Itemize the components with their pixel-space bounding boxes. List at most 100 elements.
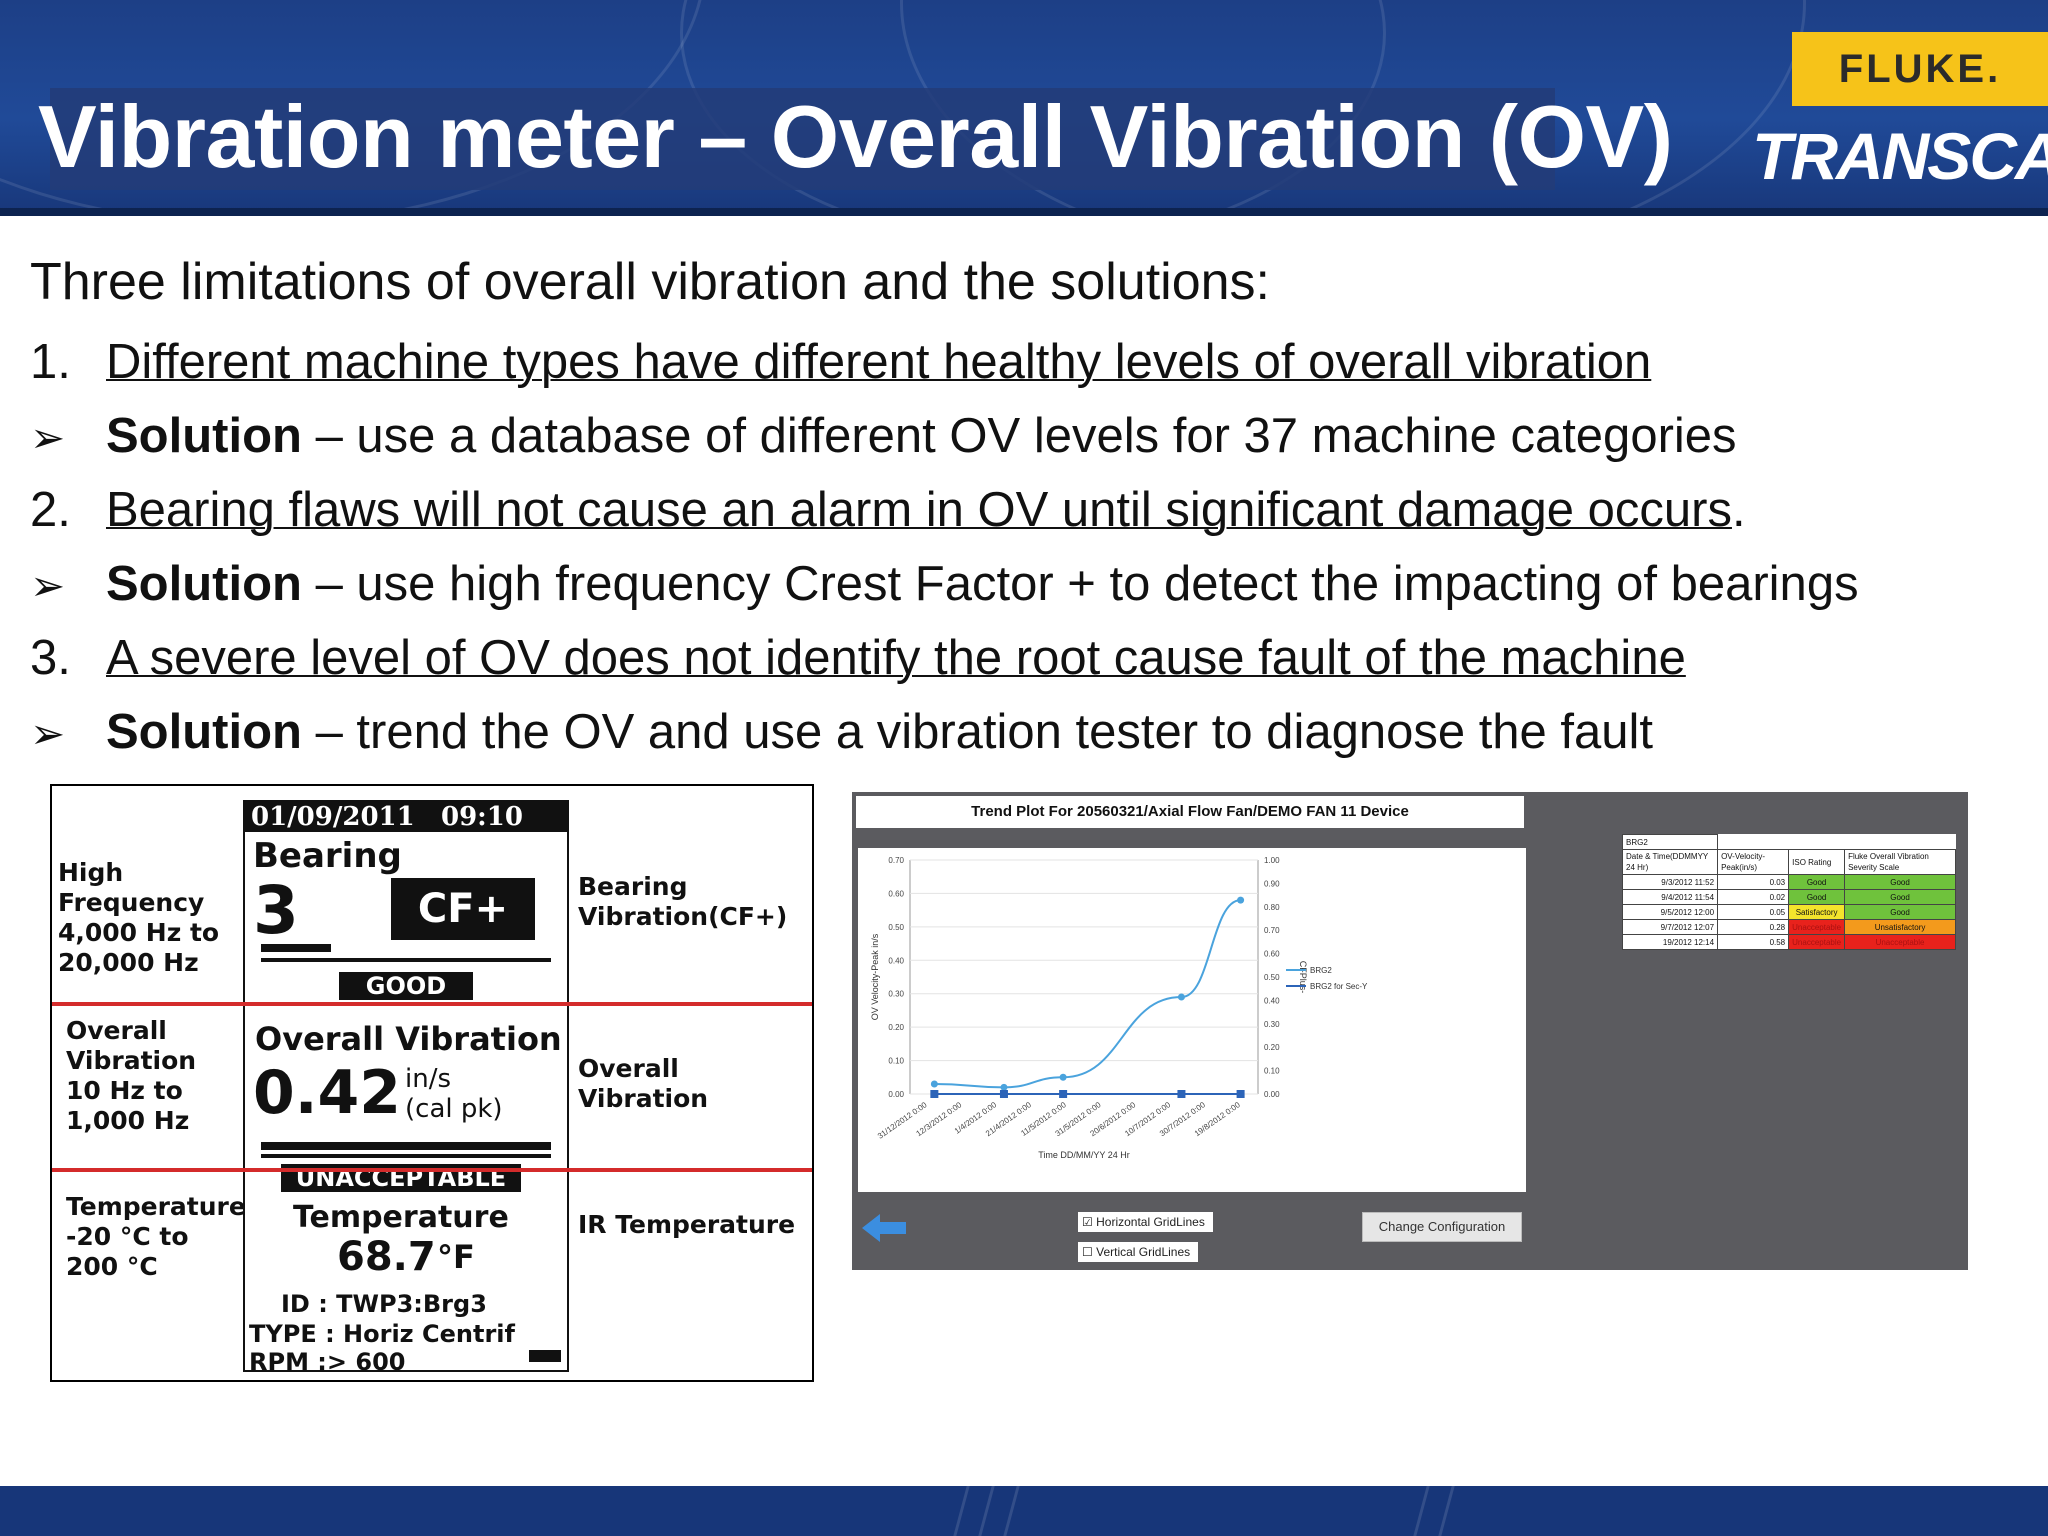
- trend-title: Trend Plot For 20560321/Axial Flow Fan/D…: [856, 796, 1524, 828]
- table-header-row: Date & Time(DDMMYY 24 Hr) OV-Velocity-Pea…: [1621, 849, 1956, 875]
- y2-tick-label: 0.00: [1264, 1090, 1280, 1099]
- table-empty-cell: [1718, 835, 1956, 850]
- lcd-date: 01/09/2011: [251, 802, 415, 832]
- data-point: [999, 1090, 1008, 1098]
- arrow-bullet-icon: ➢: [30, 710, 66, 757]
- table-cell-date: 9/3/2012 11:52: [1621, 874, 1719, 890]
- y-tick-label: 0.00: [888, 1090, 904, 1099]
- ov-scale: [261, 1154, 551, 1158]
- transcat-logo: TRANSCAT: [1752, 119, 2048, 193]
- limitation-suffix: .: [1731, 483, 1746, 537]
- data-point: [1236, 1090, 1245, 1098]
- data-point: [1177, 1090, 1186, 1098]
- lcd-status-bar: 01/09/2011 09:10 AM: [245, 802, 567, 862]
- y-tick-label: 0.10: [888, 1057, 904, 1066]
- table-cell-iso-rating: Satisfactory: [1788, 904, 1846, 920]
- header-bottom-band: [0, 208, 2048, 216]
- section-divider: [52, 1168, 812, 1172]
- table-cell-severity: Good: [1844, 889, 1956, 905]
- severity-table: BRG2 Date & Time(DDMMYY 24 Hr) OV-Velocity…: [1621, 834, 1956, 950]
- table-cell-value: 0.03: [1717, 874, 1790, 890]
- table-cell-severity: Unsatisfactory: [1844, 919, 1956, 935]
- horizontal-gridlines-checkbox[interactable]: ☑ Horizontal GridLines: [1078, 1212, 1213, 1232]
- limitation-text: A severe level of OV does not identify t…: [106, 631, 1686, 685]
- table-cell-date: 9/4/2012 11:54: [1621, 889, 1719, 905]
- y-tick-label: 0.50: [888, 923, 904, 932]
- ov-value: 0.42: [253, 1058, 402, 1128]
- data-point: [930, 1080, 938, 1088]
- ov-range-label: Overall Vibration 10 Hz to 1,000 Hz: [66, 1016, 197, 1135]
- cf-plus-unit: CF+: [391, 878, 535, 940]
- table-corner-row: BRG2: [1621, 834, 1956, 850]
- bearing-value: 3: [253, 872, 299, 949]
- data-point: [1000, 1083, 1008, 1091]
- table-cell-severity: Good: [1844, 874, 1956, 890]
- table-header-cell: Date & Time(DDMMYY 24 Hr): [1621, 849, 1719, 875]
- table-cell-iso-rating: Good: [1788, 889, 1846, 905]
- limitation-1: 1. Different machine types have different…: [30, 334, 1651, 390]
- bearing-status-badge: GOOD: [339, 972, 473, 1000]
- solution-text: – use a database of different OV levels …: [301, 409, 1737, 463]
- table-cell-date: 9/5/2012 12:00: [1621, 904, 1719, 920]
- y-tick-label: 0.70: [888, 856, 904, 865]
- y2-axis-title: CFPlus-: [1298, 961, 1308, 994]
- ov-unit-cal: (cal pk): [405, 1094, 503, 1124]
- intro-text: Three limitations of overall vibration a…: [30, 253, 1270, 311]
- table-cell-value: 0.05: [1717, 904, 1790, 920]
- solution-label: Solution: [106, 409, 302, 463]
- trend-plot-window: Trend Plot For 20560321/Axial Flow Fan/D…: [852, 792, 1968, 1270]
- vertical-gridlines-checkbox[interactable]: ☐ Vertical GridLines: [1078, 1242, 1199, 1262]
- ov-heading: Overall Vibration: [255, 1020, 562, 1058]
- y-tick-label: 0.40: [888, 956, 904, 965]
- arrow-bullet-icon: ➢: [30, 562, 66, 609]
- limitation-text: Bearing flaws will not cause an alarm in…: [106, 483, 1732, 537]
- fluke-logo: FLUKE.: [1792, 32, 2048, 106]
- type-line: TYPE : Horiz Centrif: [249, 1320, 515, 1348]
- y2-tick-label: 0.80: [1264, 903, 1280, 912]
- table-cell-value: 0.28: [1717, 919, 1790, 935]
- solution-1: ➢ Solution – use a database of different …: [30, 408, 1737, 464]
- item-marker: 3.: [30, 631, 71, 685]
- ov-unit: in/s: [405, 1064, 452, 1094]
- y-axis-title: OV Velocity-Peak in/s: [870, 933, 880, 1020]
- table-row: 9/3/2012 11:52 0.03 Good Good: [1621, 874, 1956, 890]
- back-arrow-icon[interactable]: [862, 1212, 906, 1244]
- meter-display-panel: 01/09/2011 09:10 AM Bearing 3 CF+ GOOD O…: [50, 784, 814, 1382]
- change-configuration-button[interactable]: Change Configuration: [1362, 1212, 1522, 1242]
- table-cell-iso-rating: Good: [1788, 874, 1846, 890]
- temp-range-label: Temperature -20 °C to 200 °C: [66, 1192, 246, 1281]
- legend-label: BRG2: [1310, 966, 1332, 975]
- table-corner-cell: BRG2: [1621, 834, 1719, 850]
- bearing-level-bar: [261, 944, 331, 952]
- arrow-bullet-icon: ➢: [30, 414, 66, 461]
- y-tick-label: 0.60: [888, 889, 904, 898]
- limitation-3: 3. A severe level of OV does not identify…: [30, 630, 1686, 686]
- checkbox-empty-icon: ☐: [1082, 1245, 1093, 1259]
- y2-tick-label: 0.60: [1264, 950, 1280, 959]
- y-tick-label: 0.20: [888, 1023, 904, 1032]
- bearing-scale: [261, 958, 551, 962]
- title-background: [50, 88, 1555, 190]
- hf-range-label: High Frequency 4,000 Hz to 20,000 Hz: [58, 858, 220, 977]
- y2-tick-label: 1.00: [1264, 856, 1280, 865]
- item-marker: 1.: [30, 335, 71, 389]
- table-cell-value: 0.02: [1717, 889, 1790, 905]
- ov-level-bar: [261, 1142, 551, 1150]
- y2-tick-label: 0.10: [1264, 1067, 1280, 1076]
- meter-lcd-screen: 01/09/2011 09:10 AM Bearing 3 CF+ GOOD O…: [243, 800, 569, 1376]
- data-point: [1237, 896, 1245, 904]
- data-point: [1059, 1090, 1068, 1098]
- y2-tick-label: 0.40: [1264, 996, 1280, 1005]
- table-row: 9/5/2012 12:00 0.05 Satisfactory Good: [1621, 904, 1956, 920]
- table-row: 9/4/2012 11:54 0.02 Good Good: [1621, 889, 1956, 905]
- table-cell-iso-rating: Unacceptable: [1788, 919, 1846, 935]
- table-cell-severity: Unacceptable: [1844, 934, 1956, 950]
- solution-label: Solution: [106, 705, 302, 759]
- horizontal-gridlines-label: Horizontal GridLines: [1096, 1215, 1205, 1229]
- item-marker: 2.: [30, 483, 71, 537]
- temp-heading: Temperature: [293, 1200, 509, 1235]
- table-cell-severity: Good: [1844, 904, 1956, 920]
- temp-unit: °F: [437, 1238, 475, 1276]
- series-line-1: [934, 899, 1241, 1089]
- trend-chart-svg: 0.00 0.10 0.20 0.30 0.40 0.50 0.60 0.70 0.00 0.10…: [870, 856, 1368, 1160]
